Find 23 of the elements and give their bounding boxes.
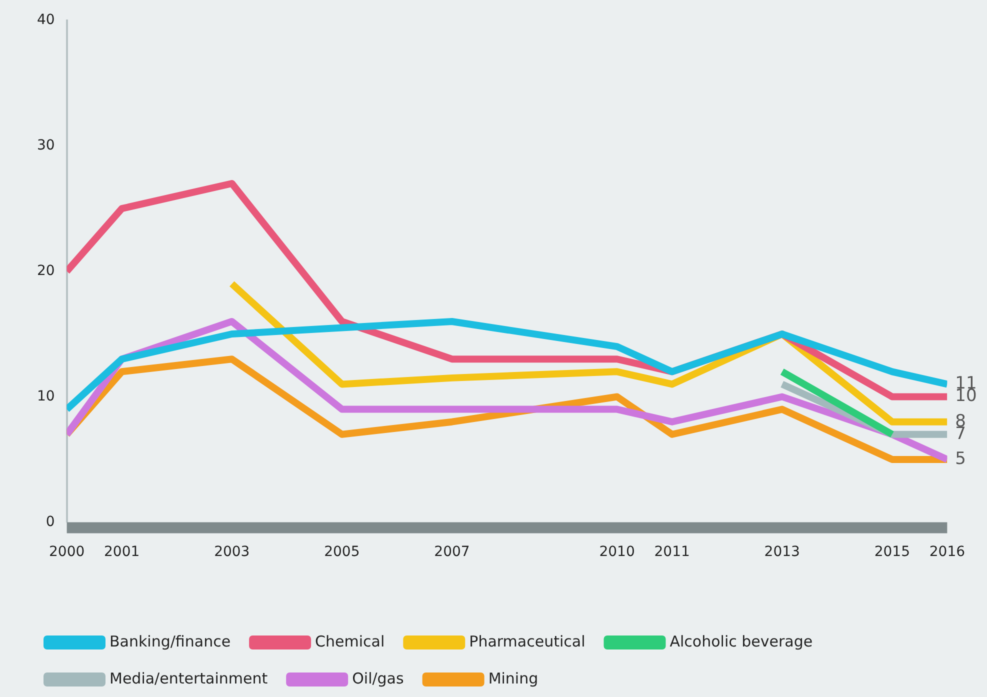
legend-label: Oil/gas <box>352 669 404 688</box>
x-tick-label: 2001 <box>104 544 140 560</box>
x-tick-label: 2013 <box>764 544 800 560</box>
legend-label: Alcoholic beverage <box>670 632 813 650</box>
y-tick-label: 10 <box>36 388 55 404</box>
y-tick-label: 0 <box>46 514 55 530</box>
x-tick-label: 2015 <box>874 544 910 560</box>
legend-label: Chemical <box>315 632 385 650</box>
y-tick-label: 30 <box>36 137 55 154</box>
legend-label: Media/entertainment <box>110 669 268 688</box>
legend-label: Banking/finance <box>110 632 231 650</box>
x-tick-label: 2003 <box>214 544 250 560</box>
legend-label: Pharmaceutical <box>469 632 586 650</box>
y-tick-label: 20 <box>36 262 55 279</box>
y-tick-label: 40 <box>36 12 55 28</box>
x-tick-label: 2016 <box>929 544 966 560</box>
x-tick-label: 2000 <box>48 544 85 560</box>
data-label: 5 <box>955 448 966 469</box>
x-tick-label: 2011 <box>654 544 690 560</box>
x-tick-label: 2010 <box>599 544 635 560</box>
x-tick-label: 2005 <box>324 544 360 560</box>
legend-label: Mining <box>488 669 538 688</box>
x-tick-label: 2007 <box>434 544 470 560</box>
